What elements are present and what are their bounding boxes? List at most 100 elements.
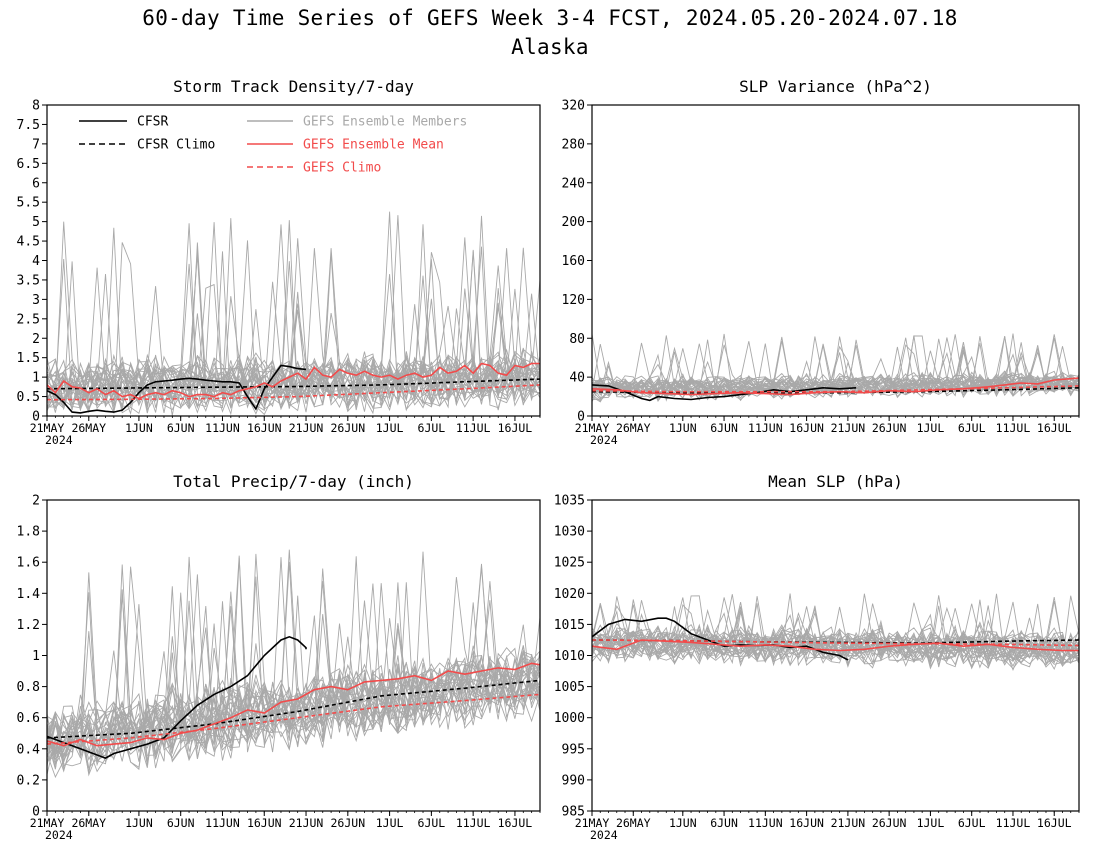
y-tick-label: 7.5 <box>17 118 40 133</box>
x-tick-label: 26MAY <box>71 816 106 830</box>
x-tick-label: 21JUN <box>831 816 866 830</box>
y-tick-label: 1035 <box>554 494 585 509</box>
x-year-label: 2024 <box>45 828 73 842</box>
y-tick-label: 0.4 <box>17 742 41 757</box>
x-year-label: 2024 <box>590 828 618 842</box>
y-tick-label: 1030 <box>554 525 585 540</box>
x-tick-label: 26MAY <box>616 816 651 830</box>
series-gefs-climo <box>592 639 1079 647</box>
y-tick-label: 995 <box>562 742 585 757</box>
x-tick-label: 21MAY <box>575 421 610 435</box>
x-tick-label: 1JUL <box>917 816 945 830</box>
ensemble-member-line <box>47 237 540 414</box>
x-tick-label: 16JUL <box>1037 421 1072 435</box>
x-tick-label: 6JUL <box>418 421 446 435</box>
x-tick-label: 16JUN <box>247 421 282 435</box>
y-tick-label: 1.6 <box>17 556 40 571</box>
ensemble-member-line <box>592 376 1079 401</box>
x-tick-label: 11JUL <box>996 816 1031 830</box>
figure-title: 60-day Time Series of GEFS Week 3-4 FCST… <box>142 6 958 30</box>
y-tick-label: 1025 <box>554 556 585 571</box>
x-tick-label: 21MAY <box>30 421 65 435</box>
plot-frame <box>591 499 1080 812</box>
y-tick-label: 0 <box>577 410 585 425</box>
ensemble-member-line <box>592 595 1079 670</box>
legend-label: CFSR Climo <box>137 138 215 153</box>
x-tick-label: 6JUL <box>958 421 986 435</box>
x-tick-label: 6JUN <box>710 421 738 435</box>
y-tick-label: 990 <box>562 773 585 788</box>
y-tick-label: 320 <box>562 99 585 114</box>
y-tick-label: 3 <box>32 293 40 308</box>
panel-title: Mean SLP (hPa) <box>768 472 903 491</box>
ensemble-member-line <box>47 249 540 415</box>
x-tick-label: 6JUL <box>958 816 986 830</box>
x-tick-label: 26JUN <box>872 816 907 830</box>
y-tick-label: 2.5 <box>17 312 40 327</box>
x-tick-label: 6JUN <box>167 421 195 435</box>
x-tick-label: 16JUN <box>789 421 824 435</box>
x-tick-label: 11JUL <box>996 421 1031 435</box>
y-tick-label: 80 <box>569 332 585 347</box>
x-tick-label: 16JUN <box>789 816 824 830</box>
y-tick-label: 1010 <box>554 649 585 664</box>
ensemble-member-line <box>592 606 1079 668</box>
chart-panel-2: SLP Variance (hPa^2) 0 40 80 120 160 200 240 280… <box>562 77 1080 447</box>
series-cfsr <box>592 617 849 661</box>
x-tick-label: 1JUN <box>125 816 153 830</box>
y-tick-label: 985 <box>562 805 585 820</box>
ensemble-member-line <box>47 220 540 416</box>
ensemble-members <box>47 211 540 416</box>
y-tick-label: 8 <box>32 99 40 114</box>
ensemble-member-line <box>592 593 1079 668</box>
x-tick-label: 1JUL <box>917 421 945 435</box>
panel-title: SLP Variance (hPa^2) <box>739 77 932 96</box>
legend-label: CFSR <box>137 115 168 130</box>
y-tick-label: 1000 <box>554 711 585 726</box>
x-tick-label: 1JUL <box>376 421 404 435</box>
x-tick-label: 1JUN <box>669 421 697 435</box>
y-tick-label: 1 <box>32 649 40 664</box>
x-tick-label: 6JUN <box>710 816 738 830</box>
ensemble-member-line <box>47 615 540 762</box>
chart-panel-3: Total Precip/7-day (inch)00.20.40.60.811… <box>17 472 541 842</box>
x-tick-label: 1JUN <box>669 816 697 830</box>
y-tick-label: 3.5 <box>17 273 40 288</box>
y-tick-label: 4 <box>32 254 40 269</box>
legend: CFSR CFSR Climo GEFS Ensemble Members GEFS … <box>79 115 467 176</box>
y-tick-label: 0.6 <box>17 711 40 726</box>
legend-label: GEFS Climo <box>303 161 381 176</box>
y-tick-label: 5.5 <box>17 196 40 211</box>
y-tick-label: 0.8 <box>17 680 40 695</box>
plot-frame <box>46 104 541 417</box>
panel-title: Total Precip/7-day (inch) <box>173 472 414 491</box>
ensemble-member-line <box>47 652 540 762</box>
y-tick-label: 1020 <box>554 587 585 602</box>
figure-title-block: 60-day Time Series of GEFS Week 3-4 FCST… <box>0 4 1100 62</box>
y-tick-label: 200 <box>562 215 585 230</box>
x-tick-label: 26MAY <box>71 421 106 435</box>
y-tick-label: 240 <box>562 176 585 191</box>
y-tick-label: 1 <box>32 371 40 386</box>
chart-panel-1: Storm Track Density/7-day 0 0.5 1 1.5 2 2.5 3 3.… <box>17 77 541 447</box>
figure-subtitle: Alaska <box>511 35 589 59</box>
ensemble-member-line <box>592 597 1079 665</box>
ensemble-member-line <box>592 335 1079 401</box>
plot-frame <box>591 104 1080 417</box>
legend-label: GEFS Ensemble Members <box>303 115 467 130</box>
y-tick-label: 1.2 <box>17 618 40 633</box>
x-tick-label: 6JUL <box>418 816 446 830</box>
x-tick-label: 21JUN <box>289 816 324 830</box>
x-tick-label: 11JUN <box>205 421 240 435</box>
x-tick-label: 1JUL <box>376 816 404 830</box>
ensemble-member-line <box>47 549 540 763</box>
x-tick-label: 11JUN <box>748 421 783 435</box>
series-gefs-ensemble-mean <box>47 662 540 747</box>
series-cfsr-climo <box>592 387 1079 394</box>
series-gefs-ensemble-mean <box>592 639 1079 652</box>
ensemble-member-line <box>47 561 540 768</box>
x-tick-label: 26MAY <box>616 421 651 435</box>
ensemble-member-line <box>592 339 1079 397</box>
legend-label: GEFS Ensemble Mean <box>303 138 444 153</box>
